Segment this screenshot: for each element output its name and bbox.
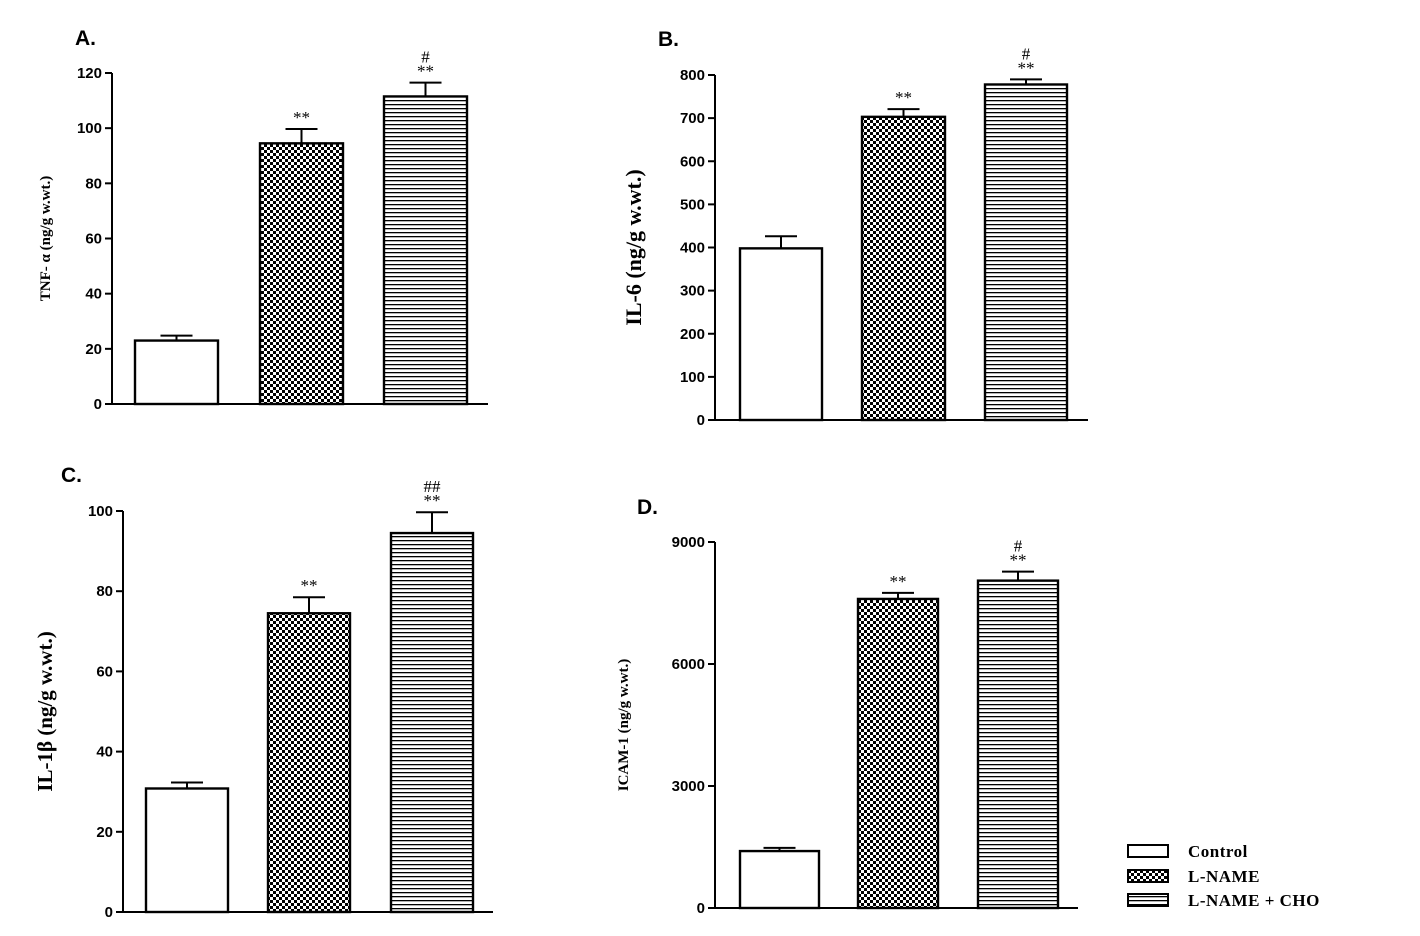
y-tick-label: 3000 xyxy=(672,778,705,795)
significance-label: # xyxy=(1014,537,1023,556)
significance-label: # xyxy=(421,48,430,67)
y-tick-label: 6000 xyxy=(672,656,705,673)
legend-label: L-NAME xyxy=(1188,867,1260,886)
y-tick-label: 9000 xyxy=(672,534,705,551)
y-tick-label: 120 xyxy=(77,65,102,82)
significance-label: ** xyxy=(417,62,434,81)
significance-label: ** xyxy=(424,491,441,510)
y-tick-label: 0 xyxy=(697,412,705,429)
bar-l-name xyxy=(258,142,345,406)
significance-label: ** xyxy=(1018,58,1035,77)
bar-l-name xyxy=(266,612,352,914)
panel-letter: B. xyxy=(658,28,679,51)
y-tick-label: 300 xyxy=(680,283,705,300)
y-tick-label: 40 xyxy=(96,744,113,761)
y-tick-label: 700 xyxy=(680,110,705,127)
y-tick-label: 400 xyxy=(680,240,705,257)
bar-l-name xyxy=(856,597,940,910)
y-tick-label: 500 xyxy=(680,196,705,213)
y-axis-label: IL-6 (ng/g w.wt.) xyxy=(621,169,646,325)
y-tick-label: 100 xyxy=(680,369,705,386)
y-tick-label: 40 xyxy=(85,286,102,303)
legend-label: L-NAME + CHO xyxy=(1188,891,1320,910)
y-axis-label: ICAM-1 (ng/g w.wt.) xyxy=(616,659,632,792)
y-tick-label: 60 xyxy=(85,231,102,248)
y-tick-label: 60 xyxy=(96,663,113,680)
legend-swatch xyxy=(1127,869,1169,883)
legend-label: Control xyxy=(1188,842,1248,861)
significance-label: ** xyxy=(895,88,912,107)
significance-label: ## xyxy=(424,477,442,496)
significance-label: ** xyxy=(301,576,318,595)
significance-label: ** xyxy=(293,108,310,127)
bar-l-name-cho xyxy=(382,95,469,406)
bar-l-name xyxy=(860,115,947,422)
y-tick-label: 600 xyxy=(680,153,705,170)
bar-l-name-cho xyxy=(983,83,1069,422)
bar-control xyxy=(144,787,230,914)
significance-label: ** xyxy=(890,572,907,591)
bar-control xyxy=(133,339,220,406)
significance-label: ** xyxy=(1010,551,1027,570)
bar-control xyxy=(738,247,824,422)
legend: Control L-NAME L-NAME + CHO xyxy=(1127,842,1320,910)
y-tick-label: 20 xyxy=(85,341,102,358)
y-tick-label: 0 xyxy=(697,900,705,917)
y-tick-label: 200 xyxy=(680,326,705,343)
y-tick-label: 0 xyxy=(94,396,102,413)
y-tick-label: 80 xyxy=(96,583,113,600)
significance-label: # xyxy=(1022,44,1031,63)
y-axis-label: IL-1β (ng/g w.wt.) xyxy=(33,631,57,791)
y-tick-label: 20 xyxy=(96,824,113,841)
bar-l-name-cho xyxy=(389,531,475,914)
y-axis-label: TNF- α (ng/g w.wt.) xyxy=(38,176,54,301)
panel-letter: D. xyxy=(637,496,658,519)
y-tick-label: 80 xyxy=(85,175,102,192)
y-tick-label: 0 xyxy=(105,904,113,921)
legend-swatch xyxy=(1127,893,1169,907)
legend-swatch xyxy=(1127,844,1169,858)
panel-letter: A. xyxy=(75,27,96,50)
bar-control xyxy=(738,849,821,910)
bar-l-name-cho xyxy=(976,579,1060,910)
y-tick-label: 100 xyxy=(88,503,113,520)
y-tick-label: 100 xyxy=(77,120,102,137)
y-tick-label: 800 xyxy=(680,67,705,84)
panel-letter: C. xyxy=(61,464,82,487)
